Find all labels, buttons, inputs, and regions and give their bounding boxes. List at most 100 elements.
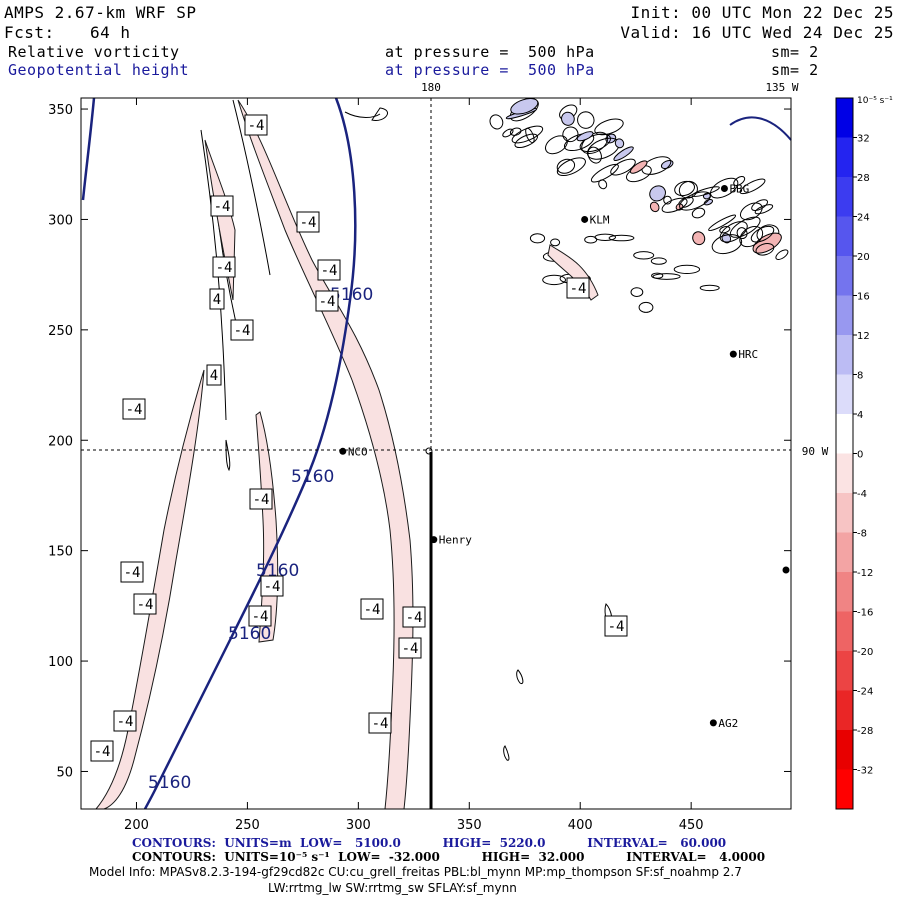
vorticity-cluster-contour	[587, 146, 602, 164]
vorticity-cluster-contour	[562, 126, 579, 143]
vorticity-label-box	[249, 488, 273, 510]
colorbar-label: 4	[857, 410, 863, 421]
vorticity-label: 4	[213, 292, 221, 308]
vorticity-cluster-contour	[610, 158, 636, 176]
vorticity-label: -4	[364, 602, 381, 618]
y-tick-label: 100	[48, 655, 73, 670]
station-label: KLM	[590, 213, 610, 226]
vorticity-cluster-contour	[755, 243, 775, 256]
y-tick-label: 300	[48, 213, 73, 228]
colorbar-segment	[836, 216, 853, 257]
colorbar-units: 10⁻⁵ s⁻¹	[857, 96, 893, 106]
vorticity-cluster-contour	[754, 204, 774, 215]
vorticity-label: -4	[608, 619, 625, 635]
station-label: AG2	[718, 717, 738, 730]
vorticity-cluster-contour	[711, 234, 743, 255]
colorbar-label: 16	[857, 292, 870, 303]
colorbar-label: -8	[857, 529, 867, 540]
colorbar-label: 0	[857, 450, 863, 461]
vorticity-contour-line	[232, 99, 271, 276]
plot-frame	[80, 97, 792, 810]
vorticity-cluster-contour	[663, 195, 672, 205]
vorticity-cluster-contour	[502, 128, 514, 138]
colorbar-segment	[836, 177, 853, 217]
height-contour-5160	[81, 97, 96, 201]
station-label: Henry	[439, 534, 472, 547]
colorbar-label: -16	[857, 608, 873, 619]
vorticity-label-box	[315, 290, 339, 312]
vorticity-label-box	[244, 114, 268, 136]
vorticity-cluster-contour	[650, 257, 667, 265]
meridian-label-180: 180	[421, 81, 441, 94]
vorticity-cluster-contour	[710, 177, 739, 199]
vorticity-label-box	[90, 740, 114, 762]
vorticity-label-box	[360, 598, 384, 620]
height-contour-5160	[143, 97, 357, 810]
vorticity-cluster-contour	[614, 138, 625, 149]
vorticity-cluster-contour	[509, 127, 522, 136]
colorbar-label: -32	[857, 766, 873, 777]
vorticity-cluster-contour	[652, 273, 681, 280]
vorticity-label-box	[604, 615, 628, 637]
vorticity-label: -4	[319, 294, 336, 310]
vorticity-cluster-contour	[613, 146, 634, 162]
colorbar-segment	[836, 295, 853, 336]
colorbar-segment	[836, 453, 853, 494]
vorticity-cluster-contour	[633, 251, 655, 260]
pole-marker	[425, 447, 433, 455]
vorticity-cluster-contour	[719, 221, 748, 243]
vorticity-label-box	[209, 288, 225, 310]
vorticity-cluster-contour	[594, 118, 624, 136]
vorticity-label: -4	[252, 609, 269, 625]
vorticity-cluster-contour	[775, 249, 789, 261]
colorbar-segment	[836, 374, 853, 415]
vorticity-cluster-contour	[577, 111, 595, 129]
vorticity-cluster-contour	[691, 207, 706, 219]
vorticity-label: -4	[234, 323, 251, 339]
vorticity-label-box	[398, 637, 422, 659]
vorticity-label-box	[230, 319, 254, 341]
y-tick-label: 50	[56, 765, 73, 780]
colorbar-label: 24	[857, 213, 870, 224]
vorticity-label-box	[566, 277, 590, 299]
vorticity-cluster-contour	[510, 98, 539, 115]
colorbar-label: -20	[857, 647, 873, 658]
colorbar-label: -24	[857, 687, 873, 698]
station-marker	[782, 566, 790, 574]
vorticity-label: -4	[264, 579, 281, 595]
x-tick-label: 200	[124, 818, 149, 833]
vorticity-cluster-contour	[576, 131, 594, 142]
colorbar-label: -4	[857, 489, 867, 500]
y-tick-label: 200	[48, 434, 73, 449]
colorbar-label: 20	[857, 252, 870, 263]
colorbar-label: -28	[857, 726, 873, 737]
station-label: BBG	[729, 183, 749, 196]
vorticity-label-box	[212, 256, 236, 278]
vorticity-cluster-contour	[544, 135, 568, 155]
vorticity-label-box	[402, 606, 426, 628]
vorticity-label: -4	[253, 492, 270, 508]
vorticity-label: 4	[210, 368, 218, 384]
model-info: Model Info: MPASv8.2.3-194-gf29cd82c CU:…	[89, 865, 742, 879]
colorbar-label: 12	[857, 331, 870, 342]
colorbar-segment	[836, 572, 853, 612]
vorticity-cluster-contour	[529, 233, 546, 244]
valid-time: Valid: 16 UTC Wed 24 Dec 25	[620, 23, 894, 42]
vorticity-cluster-contour	[489, 114, 504, 130]
vorticity-label: -4	[570, 281, 587, 297]
meridian-label-135w: 135 W	[765, 81, 798, 94]
vorticity-label: -4	[124, 565, 141, 581]
colorbar-segment	[836, 532, 853, 573]
vorticity-cluster-contour	[692, 231, 706, 246]
station-label: NCO	[348, 445, 368, 458]
x-tick-label: 350	[457, 818, 482, 833]
x-tick-label: 450	[679, 818, 704, 833]
x-tick-label: 250	[235, 818, 260, 833]
vorticity-label: -4	[216, 260, 233, 276]
height-contour-label: 5160	[291, 467, 334, 487]
vorticity-label: -4	[117, 714, 134, 730]
height-contour-label: 5160	[148, 773, 191, 793]
vorticity-label: -4	[137, 597, 154, 613]
vorticity-cluster-contour	[733, 176, 746, 186]
